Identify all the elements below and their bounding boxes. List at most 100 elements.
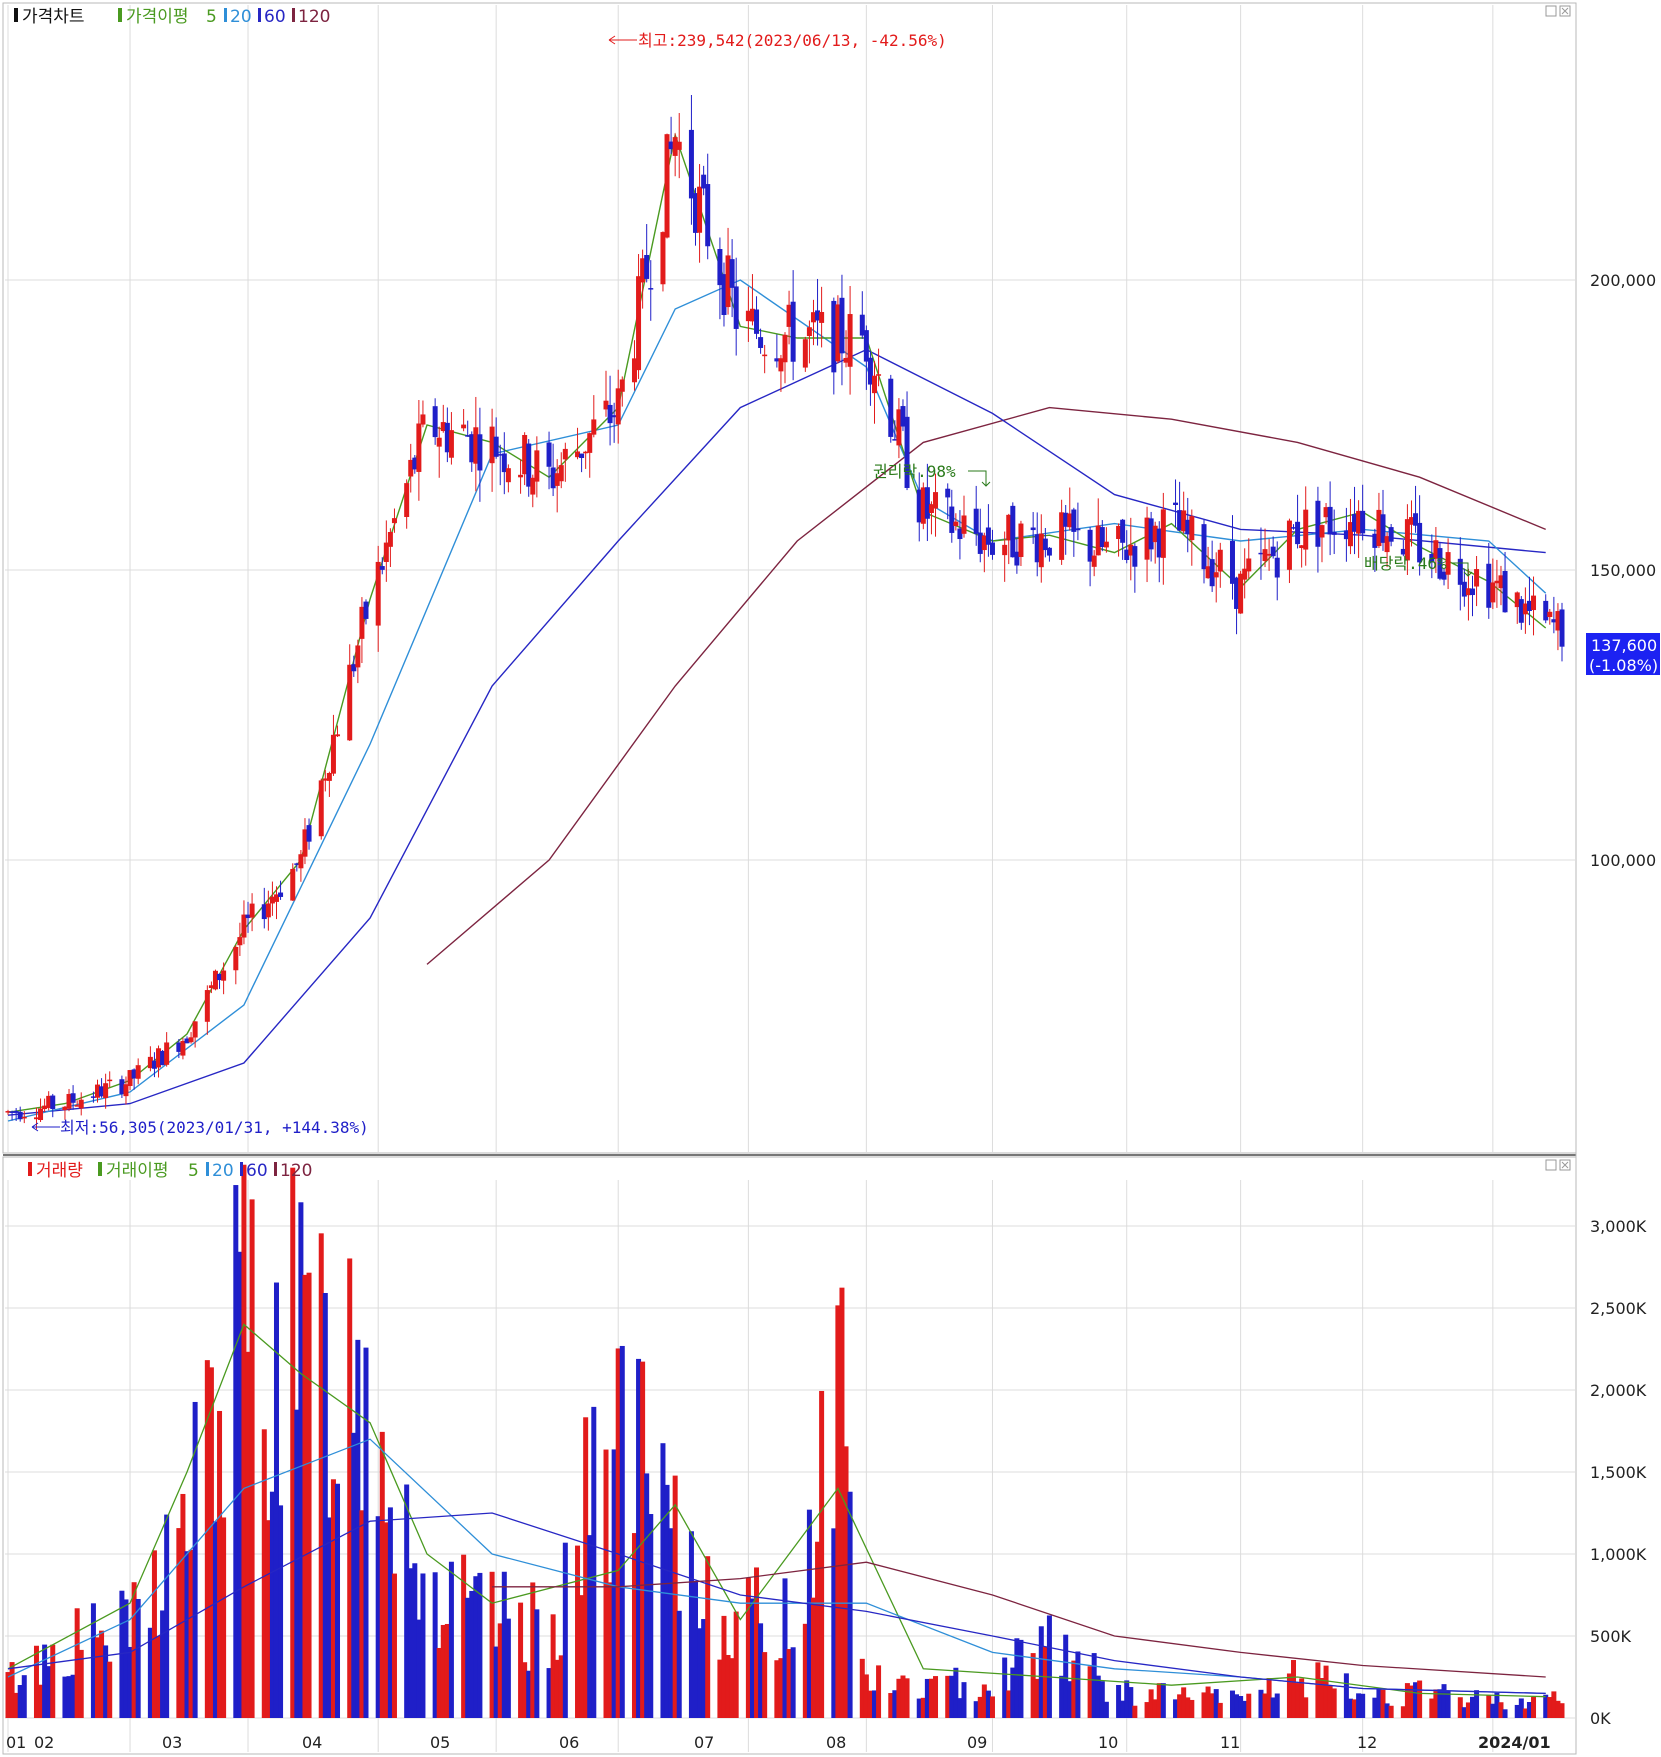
grid-lines — [5, 5, 1575, 1752]
volume-bar — [591, 1406, 597, 1718]
volume-bar — [1266, 1678, 1272, 1718]
candle-body — [188, 1037, 194, 1043]
volume-ma20-label: 20 — [212, 1161, 234, 1181]
volume-bar — [1063, 1634, 1069, 1718]
candle-body — [505, 468, 511, 483]
candle-body — [688, 129, 694, 199]
volume-bar — [1217, 1702, 1223, 1718]
volume-bar — [489, 1571, 495, 1718]
candle-body — [863, 330, 869, 362]
volume-bar — [900, 1675, 906, 1718]
price-window-controls[interactable] — [1545, 5, 1571, 17]
volume-bar — [717, 1659, 723, 1718]
candle-body — [249, 903, 255, 918]
volume-bar — [1030, 1653, 1036, 1718]
volume-ma60-label: 60 — [246, 1161, 268, 1181]
volume-bar — [985, 1690, 991, 1718]
volume-bar — [526, 1670, 532, 1718]
volume-bar — [322, 1293, 328, 1718]
minimize-icon[interactable] — [1545, 5, 1557, 17]
volume-bar — [876, 1665, 882, 1718]
candle-body — [697, 186, 703, 233]
rights-label: 권리락.98% — [873, 462, 956, 481]
candle-body — [265, 903, 271, 918]
candle-body — [1160, 509, 1166, 558]
volume-bar — [1173, 1699, 1179, 1718]
candle-body — [530, 477, 536, 495]
candle-body — [1071, 509, 1077, 532]
candle-body — [953, 521, 959, 526]
volume-bar — [1457, 1697, 1463, 1718]
candle-body — [933, 492, 939, 509]
price-ma-label: 가격이평 — [126, 7, 189, 27]
volume-bar — [721, 1615, 727, 1718]
volume-bar — [1474, 1690, 1480, 1718]
volume-bar — [1002, 1657, 1008, 1718]
volume-bar — [1116, 1685, 1122, 1718]
candle-body — [847, 314, 853, 367]
candle-body — [1262, 549, 1268, 562]
candle-body — [1087, 529, 1093, 562]
candle-body — [432, 406, 438, 438]
volume-bar — [953, 1667, 959, 1718]
volume-bar — [1384, 1703, 1390, 1718]
candle-body — [306, 825, 312, 842]
candle-body — [1258, 552, 1264, 555]
price-tick-label: 100,000 — [1590, 851, 1656, 870]
rights-annotation: 권리락.98% — [873, 462, 991, 487]
volume-bar — [13, 1692, 19, 1718]
price-ma5-label: 5 — [206, 7, 217, 27]
volume-window-controls[interactable] — [1545, 1159, 1571, 1171]
volume-bar — [42, 1644, 48, 1718]
volume-bar — [1295, 1683, 1301, 1718]
candle-body — [1518, 599, 1524, 623]
volume-ma-60-line — [7, 1512, 1546, 1695]
volume-bar — [1498, 1702, 1504, 1718]
volume-bar — [558, 1655, 564, 1718]
candle-body — [1177, 510, 1183, 531]
candle-body — [945, 488, 951, 498]
candle-body — [131, 1069, 137, 1079]
candle-body — [1547, 611, 1553, 618]
volume-bar — [672, 1475, 678, 1718]
candle-body — [42, 1105, 48, 1110]
candle-body — [383, 542, 389, 563]
volume-bar — [444, 1623, 450, 1718]
volume-bar — [465, 1597, 471, 1718]
x-tick-label: 02 — [34, 1733, 54, 1752]
candle-body — [330, 734, 336, 774]
volume-bar — [5, 1672, 11, 1718]
ma120-price-line — [426, 406, 1546, 965]
candle-body — [619, 379, 625, 392]
volume-bar — [1547, 1697, 1553, 1718]
volume-bar — [237, 1251, 243, 1718]
volume-bar — [636, 1358, 642, 1718]
candle-body — [644, 255, 650, 279]
candle-body — [1229, 540, 1235, 584]
candle-body — [1404, 519, 1410, 561]
candle-body — [1213, 572, 1219, 578]
candle-body — [843, 357, 849, 363]
volume-bar — [1209, 1693, 1215, 1718]
volume-bar — [46, 1666, 52, 1718]
candle-body — [135, 1065, 141, 1079]
volume-bar — [261, 1429, 267, 1718]
volume-bar — [648, 1514, 654, 1718]
candle-body — [469, 434, 475, 463]
low-label: 최저:56,305(2023/01/31, +144.38%) — [60, 1118, 369, 1137]
candle-body — [518, 474, 524, 478]
volume-bar — [249, 1199, 255, 1718]
candle-body — [587, 433, 593, 453]
volume-bar — [176, 1528, 182, 1718]
volume-bar — [1034, 1678, 1040, 1718]
volume-bar — [928, 1678, 934, 1718]
candle-body — [461, 424, 467, 429]
candle-body — [1234, 577, 1240, 609]
volume-bar — [278, 1505, 284, 1718]
candle-body — [924, 487, 930, 519]
minimize-icon[interactable] — [1545, 1159, 1557, 1171]
candle-body — [290, 868, 296, 901]
candle-body — [1128, 544, 1134, 556]
volume-bar — [408, 1568, 414, 1718]
